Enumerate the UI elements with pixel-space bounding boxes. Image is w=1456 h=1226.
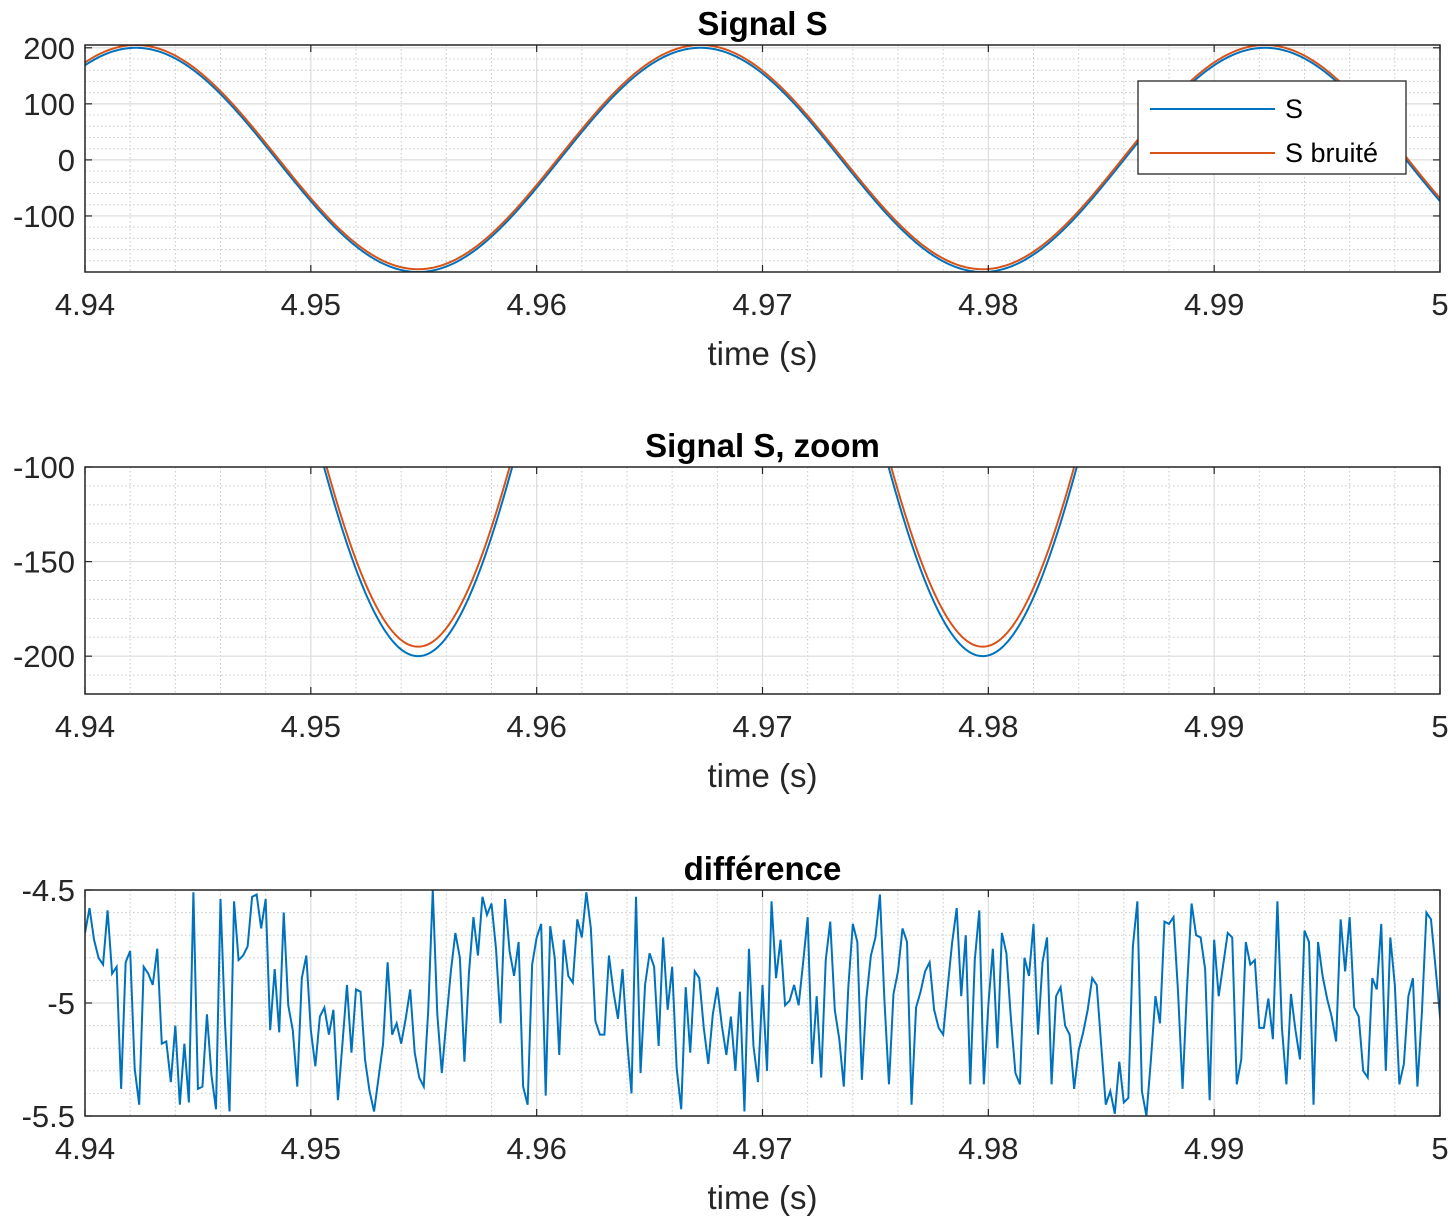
legend-label: S: [1285, 94, 1303, 124]
x-tick-label: 4.98: [958, 287, 1018, 322]
x-axis-label: time (s): [708, 1179, 818, 1216]
chart-title: différence: [684, 850, 842, 887]
legend-label: S bruité: [1285, 138, 1378, 168]
chart-3: 4.94 4.95 4.96 4.97 4.98 4.99 5 -5.5 -5 -4.5 diffé…: [22, 850, 1449, 1216]
x-tick-label: 4.94: [55, 709, 115, 744]
x-tick-label: 4.95: [281, 1131, 341, 1166]
x-tick-label: 4.98: [958, 709, 1018, 744]
y-tick-label: -100: [13, 199, 75, 234]
x-tick-label: 4.97: [732, 287, 792, 322]
x-tick-label: 4.94: [55, 1131, 115, 1166]
y-tick-label: -200: [13, 639, 75, 674]
y-tick-label: -4.5: [22, 873, 75, 908]
x-tick-label: 4.99: [1184, 1131, 1244, 1166]
series-line-s: [85, 46, 1440, 272]
chart-title: Signal S: [697, 5, 827, 42]
x-tick-label: 4.98: [958, 1131, 1018, 1166]
y-tick-label: -100: [13, 450, 75, 485]
x-tick-label: 4.96: [506, 287, 566, 322]
chart-title: Signal S, zoom: [645, 427, 880, 464]
y-tick-label: -150: [13, 545, 75, 580]
x-axis-label: time (s): [708, 757, 818, 794]
x-tick-label: 4.99: [1184, 287, 1244, 322]
legend-box: [1137, 80, 1407, 175]
series-line-s-bruité: [85, 45, 1440, 271]
x-tick-label: 4.96: [506, 1131, 566, 1166]
x-tick-label: 4.99: [1184, 709, 1244, 744]
x-axis-label: time (s): [708, 335, 818, 372]
x-tick-label: 4.97: [732, 1131, 792, 1166]
x-tick-label: 5: [1431, 709, 1448, 744]
x-tick-label: 4.97: [732, 709, 792, 744]
y-tick-label: 200: [23, 31, 75, 66]
x-tick-label: 5: [1431, 1131, 1448, 1166]
x-tick-label: 4.95: [281, 287, 341, 322]
chart-1: 4.94 4.95 4.96 4.97 4.98 4.99 5 -100 0 100 200 Sign…: [13, 5, 1449, 372]
chart-2: 4.94 4.95 4.96 4.97 4.98 4.99 5 -200 -150 -100 Sig…: [13, 427, 1449, 794]
y-tick-label: 0: [58, 143, 75, 178]
x-tick-label: 4.95: [281, 709, 341, 744]
y-tick-label: -5: [47, 986, 75, 1021]
x-tick-label: 4.94: [55, 287, 115, 322]
series-line-difference: [85, 890, 1440, 1116]
y-tick-label: 100: [23, 87, 75, 122]
x-tick-label: 5: [1431, 287, 1448, 322]
y-tick-label: -5.5: [22, 1099, 75, 1134]
legend: S S bruité: [1137, 80, 1407, 175]
x-tick-label: 4.96: [506, 709, 566, 744]
